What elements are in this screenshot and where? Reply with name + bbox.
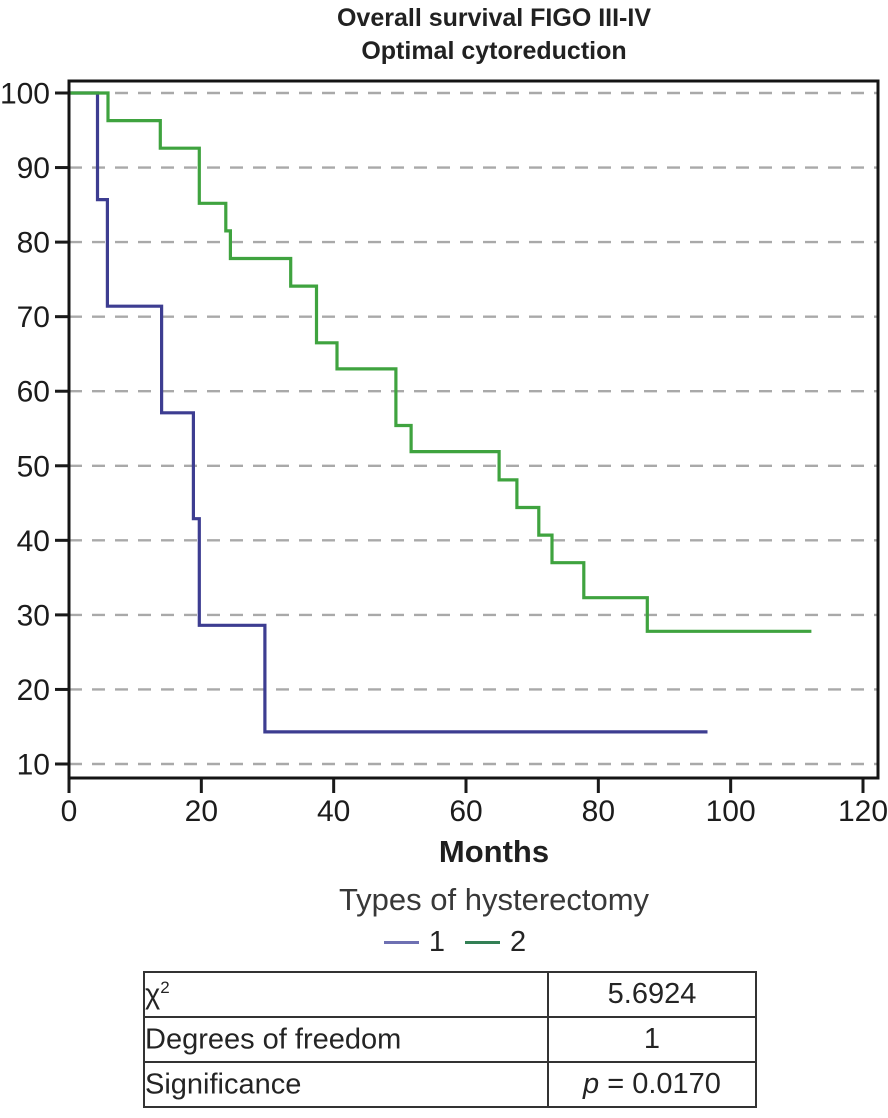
legend-item-1: 1 <box>383 925 445 959</box>
y-tick-label-100: 100 <box>0 78 50 111</box>
stat-value-chi-square: 5.6924 <box>547 971 757 1018</box>
series-2-curve <box>69 91 812 633</box>
table-row-degrees-of-freedom: Degrees of freedom 1 <box>143 1016 757 1063</box>
legend-item-2: 2 <box>465 926 526 959</box>
y-tick-label-40: 40 <box>17 525 50 558</box>
x-tick-label-0: 0 <box>61 795 78 828</box>
x-tick-label-80: 80 <box>582 795 615 828</box>
stats-table: χ2 5.6924 Degrees of freedom 1 Significa… <box>143 971 757 1108</box>
y-tick-label-90: 90 <box>17 152 50 185</box>
plot-border <box>67 79 880 780</box>
y-tick-label-80: 80 <box>17 227 50 260</box>
chart-title-line1: Overall survival FIGO III-IV <box>336 4 651 32</box>
chart-title-line2: Optimal cytoreduction <box>361 37 627 65</box>
y-tick-label-60: 60 <box>17 376 50 409</box>
stat-label-degrees-of-freedom: Degrees of freedom <box>143 1016 549 1063</box>
y-tick-label-50: 50 <box>17 450 50 483</box>
legend-swatch-2 <box>465 940 500 944</box>
legend-label-1: 1 <box>428 925 445 958</box>
table-row-chi-square: χ2 5.6924 <box>143 971 757 1018</box>
y-tick-label-10: 10 <box>17 749 50 782</box>
legend-label-2: 2 <box>510 925 527 958</box>
legend-swatch-1 <box>383 940 419 944</box>
table-row-significance: Significance p = 0.0170 <box>143 1061 757 1108</box>
x-axis-title: Months <box>438 834 550 869</box>
x-tick-label-60: 60 <box>449 795 482 828</box>
y-tick-label-20: 20 <box>17 674 50 707</box>
stat-label-chi-square: χ2 <box>143 971 549 1018</box>
stat-label-significance: Significance <box>143 1061 549 1108</box>
x-tick-label-40: 40 <box>317 795 350 828</box>
series-1-curve <box>69 91 708 734</box>
chart-title: Overall survival FIGO III-IV Optimal cyt… <box>100 2 888 68</box>
y-tick-label-30: 30 <box>17 599 50 632</box>
stat-value-degrees-of-freedom: 1 <box>547 1016 757 1063</box>
legend-title: Types of hysterectomy <box>338 882 650 917</box>
y-tick-label-70: 70 <box>17 301 50 334</box>
survival-plot: 10 20 30 40 50 60 70 80 90 100 0 20 40 60 80 100 120 <box>0 78 888 829</box>
x-tick-label-120: 120 <box>838 795 888 828</box>
chi-square-exponent: 2 <box>160 977 170 997</box>
legend: 1 2 <box>11 924 888 960</box>
x-tick-label-100: 100 <box>706 795 756 828</box>
x-tick-label-20: 20 <box>185 795 218 828</box>
stat-value-significance: p = 0.0170 <box>547 1061 757 1108</box>
